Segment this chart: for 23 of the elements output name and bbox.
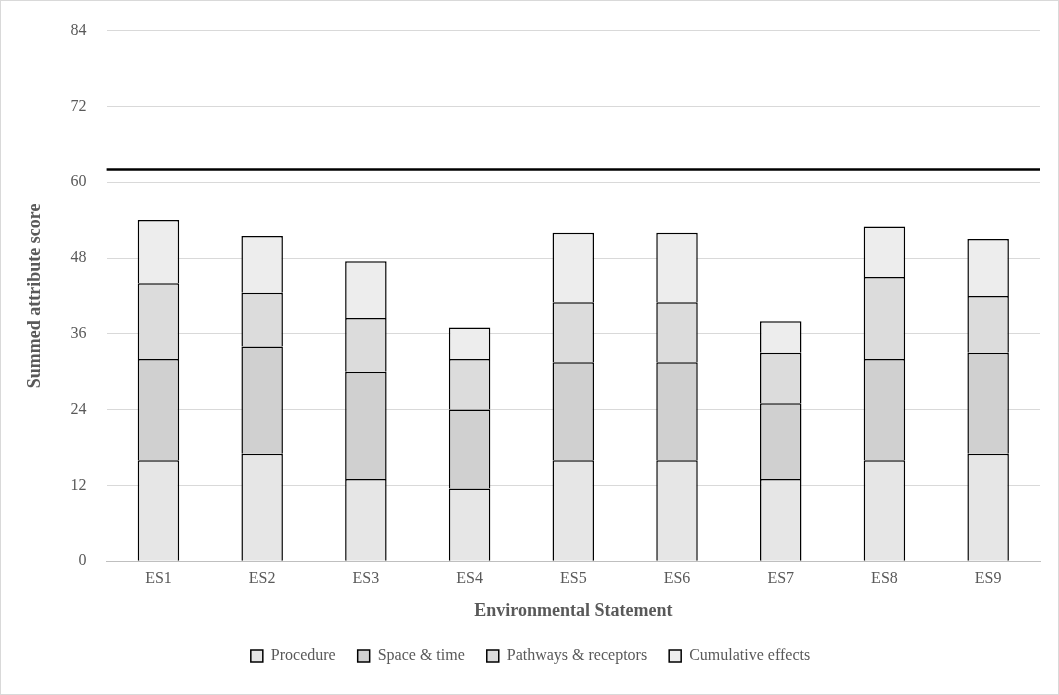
y-tick-label: 48 <box>70 248 87 266</box>
y-tick-label: 36 <box>70 324 87 341</box>
x-tick-label: ES8 <box>871 569 898 586</box>
y-tick-label: 24 <box>70 399 87 417</box>
legend-label: Space & time <box>377 646 465 665</box>
x-tick-label: ES3 <box>352 569 380 586</box>
legend-label: Cumulative effects <box>689 646 811 664</box>
y-tick-label: 12 <box>70 475 87 493</box>
legend-label: Pathways & receptors <box>506 646 648 665</box>
y-tick-label: 72 <box>70 96 87 114</box>
y-tick-label: 84 <box>70 20 87 38</box>
x-tick-label: ES9 <box>974 569 1002 586</box>
x-tick-label: ES6 <box>663 569 691 586</box>
legend-label: Procedure <box>270 646 336 664</box>
x-tick-label: ES7 <box>767 569 795 586</box>
x-axis-title: Environmental Statement <box>474 599 673 620</box>
x-tick-label: ES4 <box>456 569 483 586</box>
y-axis-title: Summed attribute score <box>24 203 45 389</box>
y-tick-label: 60 <box>70 172 87 190</box>
x-tick-label: ES1 <box>145 569 172 586</box>
x-tick-label: ES2 <box>248 569 276 586</box>
y-tick-label: 0 <box>78 551 87 569</box>
x-tick-label: ES5 <box>559 569 587 586</box>
